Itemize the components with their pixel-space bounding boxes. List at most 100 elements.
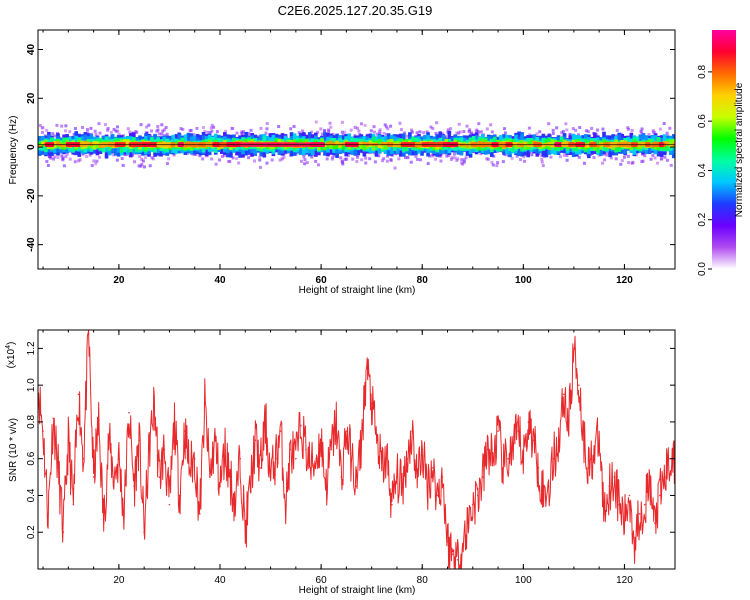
spectrogram-speck: [203, 129, 207, 133]
spectrogram-speck: [218, 158, 222, 162]
snr-data-point: [375, 439, 378, 442]
spectrogram-speck: [464, 156, 468, 160]
snr-data-point: [42, 430, 44, 432]
spectrogram-speck: [492, 154, 496, 158]
spectrogram-speck: [62, 164, 66, 168]
snr-data-point: [547, 485, 550, 488]
snr-data-point: [653, 522, 656, 524]
spectrogram-speck: [551, 131, 555, 135]
spectrogram-speck: [162, 128, 166, 132]
spectrogram-speck: [457, 122, 461, 126]
spectrogram-speck: [247, 156, 251, 160]
spectrogram-speck: [212, 125, 216, 129]
spectrogram-x-tick-label: 100: [515, 275, 532, 286]
spectrogram-speck: [51, 132, 55, 136]
spectrogram-cell: [368, 142, 373, 146]
snr-data-point: [163, 448, 166, 451]
spectrogram-cell: [383, 142, 388, 146]
spectrogram-speck: [596, 128, 600, 132]
snr-data-point: [67, 439, 70, 442]
snr-data-point: [168, 503, 171, 506]
snr-data-point: [664, 476, 666, 478]
snr-data-point: [259, 467, 262, 469]
spectrogram-speck: [601, 161, 605, 165]
spectrogram-speck: [40, 130, 44, 134]
spectrogram-speck: [389, 124, 393, 128]
spectrogram-cell: [468, 141, 473, 145]
spectrogram-speck: [89, 126, 93, 130]
spectrogram-cell: [675, 141, 679, 148]
spectrogram-speck: [495, 164, 499, 168]
spectrogram-speck: [535, 132, 539, 136]
spectrogram-speck: [330, 157, 334, 161]
spectrogram-speck: [61, 158, 65, 162]
spectrogram-speck: [565, 154, 569, 158]
snr-data-point: [340, 476, 343, 478]
spectrogram-speck: [305, 161, 309, 165]
snr-data-point: [406, 457, 408, 460]
spectrogram-speck: [297, 131, 301, 135]
snr-data-point: [244, 531, 247, 534]
spectrogram-speck: [461, 162, 465, 166]
spectrogram-speck: [349, 128, 353, 132]
snr-data-point: [178, 494, 181, 497]
spectrogram-speck: [603, 158, 607, 162]
spectrogram-speck: [356, 126, 360, 130]
spectrogram-speck: [206, 131, 210, 135]
snr-data-point: [532, 439, 535, 442]
spectrogram-cell: [395, 143, 400, 148]
spectrogram-speck: [659, 157, 663, 161]
spectrogram-speck: [503, 131, 507, 135]
spectrogram-speck: [364, 156, 368, 160]
spectrogram-speck: [60, 124, 64, 128]
spectrogram-speck: [605, 151, 609, 155]
snr-data-point: [143, 531, 145, 534]
spectrogram-speck: [592, 156, 596, 160]
spectrogram-speck: [310, 155, 314, 159]
spectrogram-speck: [116, 129, 120, 133]
spectrogram-speck: [519, 158, 523, 162]
spectrogram-speck: [259, 126, 263, 130]
spectrogram-speck: [46, 163, 50, 167]
spectrogram-speck: [303, 158, 307, 162]
snr-data-point: [289, 448, 292, 451]
spectrogram-cell: [456, 141, 461, 147]
spectrogram-speck: [655, 161, 659, 165]
spectrogram-speck: [49, 156, 53, 160]
spectrogram-speck: [456, 157, 460, 161]
snr-data-point: [365, 365, 368, 368]
snr-data-point: [97, 421, 100, 423]
spectrogram-speck: [278, 158, 282, 162]
spectrogram-heat-layer: [38, 120, 679, 170]
spectrogram-speck: [360, 158, 364, 162]
snr-data-point: [446, 540, 449, 543]
snr-y-tick-label: 0.6: [26, 451, 37, 465]
spectrogram-speck: [76, 159, 80, 163]
snr-x-tick-label: 120: [616, 575, 633, 586]
spectrogram-speck: [380, 159, 384, 163]
spectrogram-speck: [496, 161, 500, 165]
spectrogram-speck: [357, 129, 361, 133]
snr-data-point: [133, 485, 135, 488]
spectrogram-cell: [341, 143, 345, 150]
spectrogram-speck: [399, 128, 403, 132]
spectrogram-cell: [550, 144, 555, 148]
spectrogram-speck: [622, 155, 626, 159]
spectrogram-cell: [38, 144, 42, 148]
spectrogram-speck: [355, 155, 359, 159]
spectrogram-speck: [634, 153, 638, 157]
snr-data-point: [537, 467, 540, 469]
colorbar-gradient: [712, 30, 736, 269]
spectrogram-speck: [359, 122, 363, 126]
spectrogram-speck: [431, 154, 435, 158]
spectrogram-speck: [106, 128, 110, 132]
spectrogram-cell: [53, 141, 57, 145]
snr-data-point: [623, 522, 626, 524]
snr-x-tick-label: 60: [316, 575, 328, 586]
snr-data-point: [517, 430, 520, 432]
spectrogram-speck: [397, 157, 401, 161]
spectrogram-speck: [52, 157, 56, 161]
spectrogram-speck: [669, 163, 673, 167]
spectrogram-speck: [547, 122, 551, 126]
spectrogram-speck: [584, 129, 588, 133]
